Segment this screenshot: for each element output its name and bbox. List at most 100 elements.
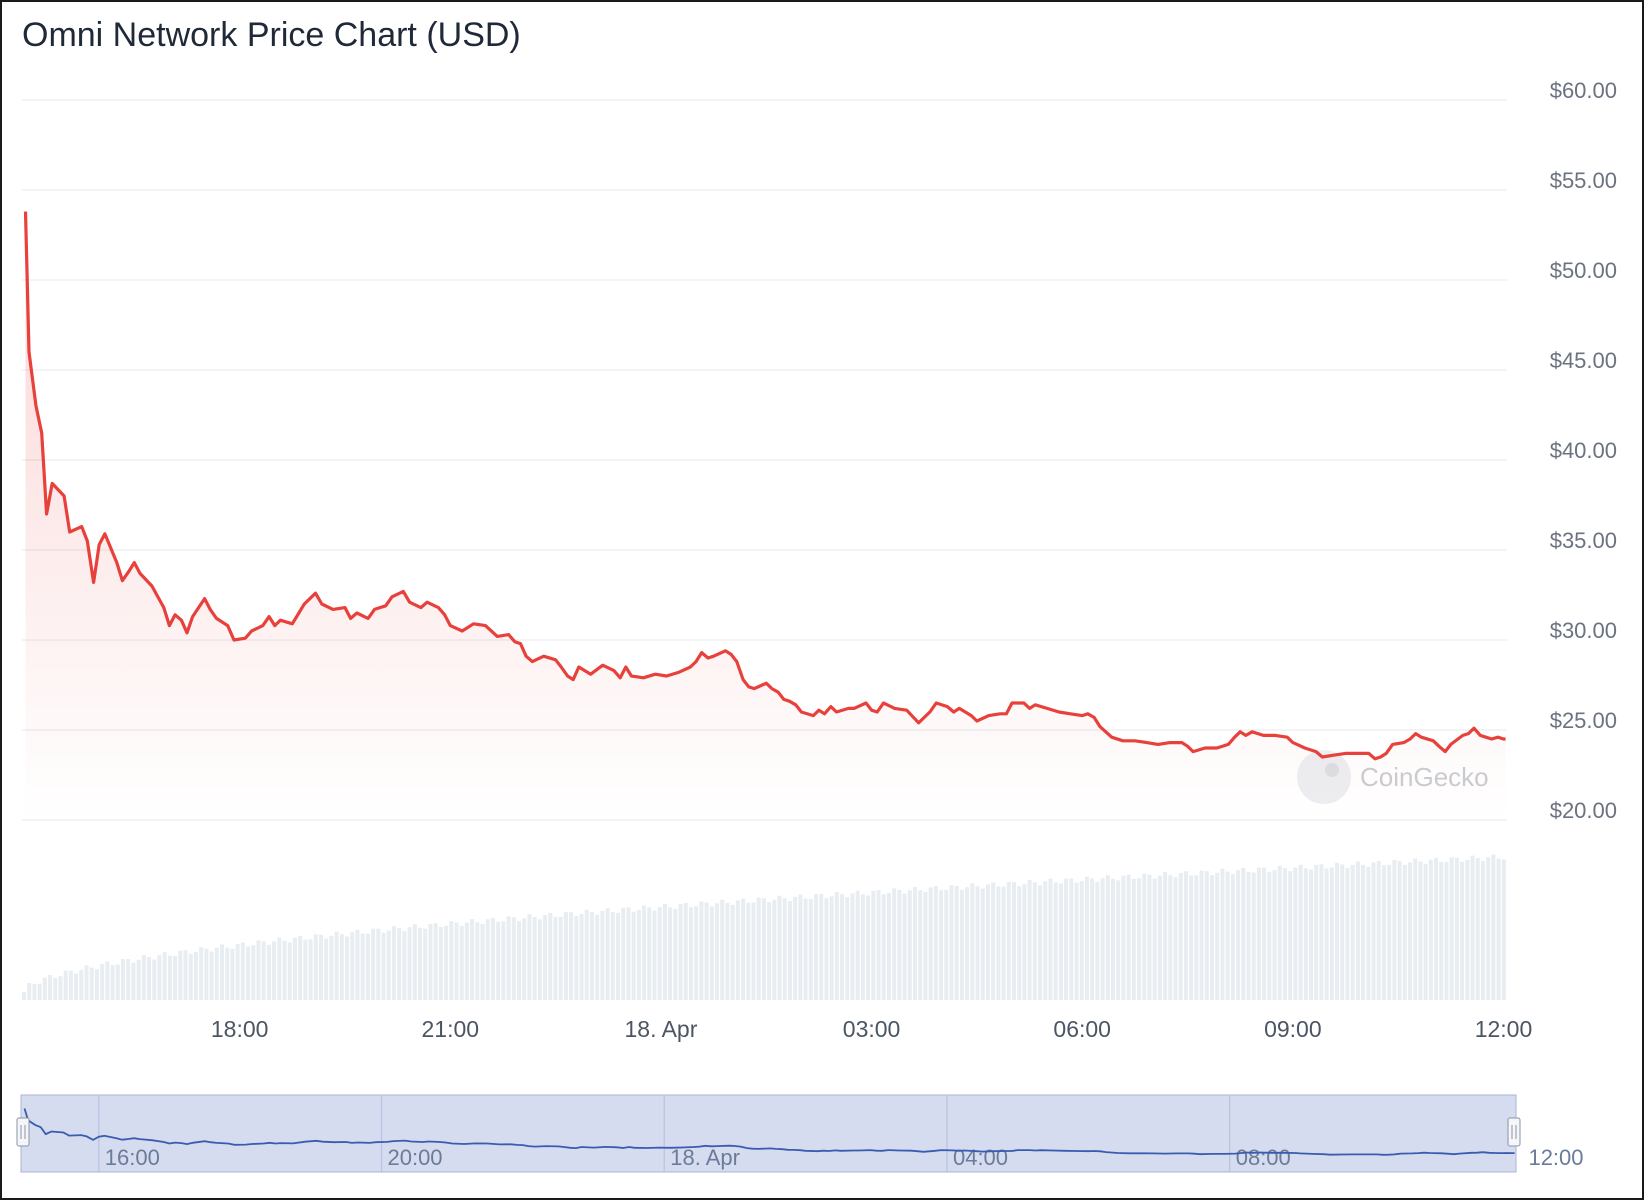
volume-bar <box>1350 864 1355 1000</box>
volume-bar <box>459 925 464 1000</box>
volume-bar <box>1272 870 1277 1000</box>
volume-bar <box>949 885 954 1000</box>
volume-bar <box>975 886 980 1000</box>
volume-bar <box>79 969 84 1000</box>
volume-bar <box>1168 875 1173 1000</box>
volume-bar <box>84 965 89 1000</box>
volume-bar <box>584 909 589 1000</box>
volume-bar <box>1256 867 1261 1000</box>
volume-bar <box>725 902 730 1000</box>
volume-bar <box>532 917 537 1000</box>
volume-bar <box>1173 877 1178 1000</box>
volume-bar <box>183 950 188 1000</box>
volume-bar <box>621 907 626 1000</box>
volume-bar <box>261 941 266 1000</box>
navigator-right-handle[interactable] <box>1507 1117 1521 1147</box>
volume-bar <box>1137 878 1142 1000</box>
volume-bar <box>433 923 438 1000</box>
volume-bar <box>126 959 131 1000</box>
volume-bar <box>1392 860 1397 1000</box>
volume-bar <box>74 973 79 1000</box>
volume-bar <box>1215 872 1220 1000</box>
volume-bar <box>715 903 720 1000</box>
volume-bar <box>850 893 855 1000</box>
volume-bar <box>381 932 386 1000</box>
volume-bar <box>626 907 631 1000</box>
handle-grip <box>1507 1117 1521 1147</box>
price-area <box>25 211 1506 821</box>
volume-bar <box>402 931 407 1000</box>
x-tick-label: 12:00 <box>1475 1016 1533 1042</box>
volume-bar <box>1460 861 1465 1000</box>
y-tick-label: $35.00 <box>1550 528 1617 553</box>
volume-bar <box>496 921 501 1000</box>
volume-bar <box>652 910 657 1000</box>
volume-bar <box>819 894 824 1000</box>
volume-bar <box>636 910 641 1000</box>
volume-bar <box>1277 865 1282 1000</box>
volume-bar <box>1100 878 1105 1000</box>
volume-bar <box>673 908 678 1000</box>
volume-bar <box>63 970 68 1000</box>
volume-bar <box>688 907 693 1000</box>
volume-bar <box>699 901 704 1000</box>
volume-bar <box>94 969 99 1000</box>
volume-bar <box>944 889 949 1000</box>
x-tick-label: 09:00 <box>1264 1016 1322 1042</box>
volume-bar <box>1001 886 1006 1000</box>
volume-bar <box>1022 884 1027 1000</box>
volume-bar <box>1178 872 1183 1000</box>
volume-bar <box>777 895 782 1000</box>
volume-bar <box>1012 882 1017 1000</box>
volume-bar <box>991 882 996 1000</box>
volume-bar <box>121 959 126 1000</box>
volume-bar <box>147 957 152 1000</box>
volume-bar <box>246 946 251 1000</box>
volume-bar <box>1043 881 1048 1000</box>
volume-bar <box>886 893 891 1000</box>
volume-bar <box>115 964 120 1000</box>
volume-bar <box>1058 883 1063 1000</box>
y-tick-label: $55.00 <box>1550 168 1617 193</box>
volume-bar <box>985 884 990 1000</box>
volume-bar <box>876 890 881 1000</box>
volume-bar <box>892 888 897 1000</box>
volume-bar <box>412 924 417 1000</box>
volume-bar <box>1038 885 1043 1000</box>
volume-bar <box>860 894 865 1000</box>
volume-bar <box>1220 868 1225 1000</box>
volume-bar <box>350 932 355 1000</box>
navigator-tick-label: 04:00 <box>953 1145 1008 1170</box>
volume-bar <box>68 970 73 1000</box>
volume-bar <box>1361 864 1366 1000</box>
volume-bar <box>1194 875 1199 1000</box>
y-tick-label: $20.00 <box>1550 798 1617 823</box>
volume-bar <box>329 935 334 1000</box>
volume-bar <box>1152 878 1157 1000</box>
volume-bar <box>1491 854 1496 1000</box>
price-line <box>23 211 1506 761</box>
volume-bar <box>1486 857 1491 1000</box>
volume-bar <box>704 902 709 1000</box>
volume-bar <box>647 907 652 1000</box>
volume-bar <box>376 928 381 1000</box>
volume-bar <box>589 912 594 1000</box>
navigator-line <box>23 1108 1515 1156</box>
volume-bar <box>188 953 193 1000</box>
volume-bar <box>657 907 662 1000</box>
volume-bar <box>803 898 808 1000</box>
volume-bar <box>1475 858 1480 1000</box>
volume-bar <box>1006 881 1011 1000</box>
volume-bar <box>558 916 563 1000</box>
volume-bar <box>1183 871 1188 1000</box>
volume-bar <box>772 899 777 1000</box>
handle-grip <box>16 1117 30 1147</box>
volume-bar <box>1084 876 1089 1000</box>
navigator-left-handle[interactable] <box>16 1117 30 1147</box>
volume-bar <box>1335 862 1340 1000</box>
volume-bar <box>464 922 469 1000</box>
navigator-tick-label: 18. Apr <box>670 1145 740 1170</box>
navigator-range <box>20 1094 1517 1173</box>
volume-bar <box>1340 864 1345 1000</box>
